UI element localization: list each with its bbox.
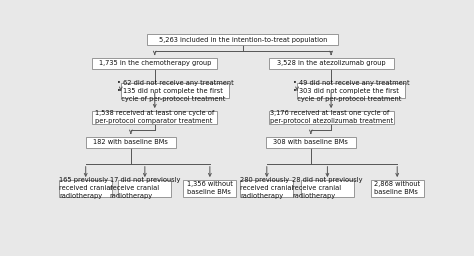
FancyBboxPatch shape <box>183 180 237 197</box>
Text: 2,868 without
baseline BMs: 2,868 without baseline BMs <box>374 182 420 195</box>
FancyBboxPatch shape <box>118 180 172 197</box>
Text: 308 with baseline BMs: 308 with baseline BMs <box>273 139 348 145</box>
Text: 3,176 received at least one cycle of
per-protocol atezolizumab treatment: 3,176 received at least one cycle of per… <box>270 110 392 124</box>
Text: 182 with baseline BMs: 182 with baseline BMs <box>93 139 168 145</box>
Text: 280 previously
received cranial
radiotherapy: 280 previously received cranial radiothe… <box>240 177 293 199</box>
Text: 17 did not previously
receive cranial
radiotherapy: 17 did not previously receive cranial ra… <box>109 177 180 199</box>
Text: • 49 did not receive any treatment
• 303 did not complete the first
  cycle of p: • 49 did not receive any treatment • 303… <box>293 80 410 102</box>
FancyBboxPatch shape <box>86 137 176 147</box>
FancyBboxPatch shape <box>269 111 393 124</box>
FancyBboxPatch shape <box>92 58 217 69</box>
Text: 28 did not previously
receive cranial
radiotherapy: 28 did not previously receive cranial ra… <box>292 177 363 199</box>
FancyBboxPatch shape <box>147 34 338 45</box>
Text: 165 previously
received cranial
radiotherapy: 165 previously received cranial radiothe… <box>59 177 112 199</box>
Text: 1,735 in the chemotherapy group: 1,735 in the chemotherapy group <box>99 60 211 66</box>
FancyBboxPatch shape <box>297 83 405 98</box>
FancyBboxPatch shape <box>240 180 293 197</box>
FancyBboxPatch shape <box>371 180 424 197</box>
FancyBboxPatch shape <box>59 180 112 197</box>
FancyBboxPatch shape <box>266 137 356 147</box>
FancyBboxPatch shape <box>301 180 354 197</box>
Text: 1,356 without
baseline BMs: 1,356 without baseline BMs <box>187 182 233 195</box>
Text: • 62 did not receive any treatment
• 135 did not complete the first
  cycle of p: • 62 did not receive any treatment • 135… <box>117 80 233 102</box>
Text: 3,528 in the atezolizumab group: 3,528 in the atezolizumab group <box>277 60 385 66</box>
FancyBboxPatch shape <box>269 58 393 69</box>
FancyBboxPatch shape <box>121 83 229 98</box>
Text: 1,538 received at least one cycle of
per-protocol comparator treatment: 1,538 received at least one cycle of per… <box>95 110 214 124</box>
Text: 5,263 included in the intention-to-treat population: 5,263 included in the intention-to-treat… <box>159 37 327 42</box>
FancyBboxPatch shape <box>92 111 217 124</box>
